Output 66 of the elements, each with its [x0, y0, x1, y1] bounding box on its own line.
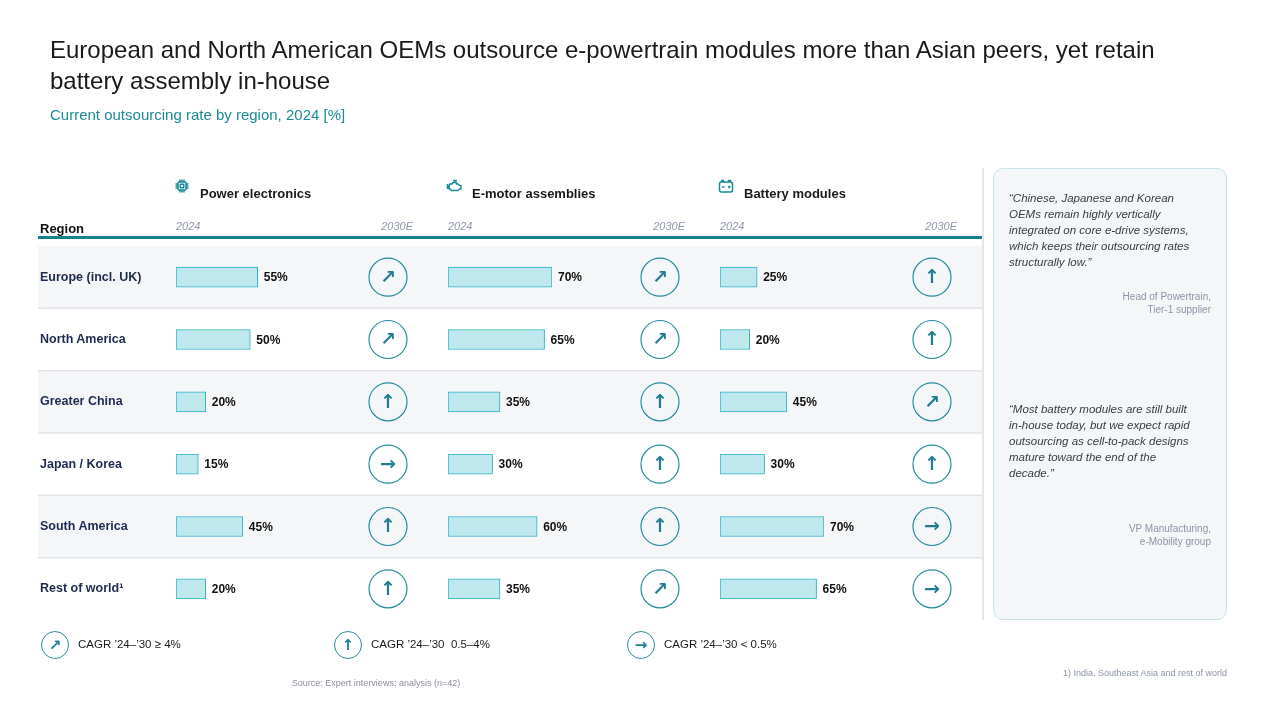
text: CAGR ’24–’30 ≥ 4%: [78, 638, 181, 650]
text: ↗: [652, 327, 668, 350]
text: ↑: [652, 514, 668, 537]
data-label: 65%: [550, 332, 575, 347]
text: ↗: [41, 631, 69, 659]
text: 2030E: [653, 220, 685, 232]
text: CAGR ’24–’30 < 0.5%: [664, 638, 777, 650]
text: European and North American OEMs outsource e-powertrain modules more than Asian peers, yet retain battery assembly in-house: [50, 35, 1156, 96]
data-label: 30%: [498, 457, 523, 472]
text: →: [627, 631, 655, 659]
y-tick-label: North America: [40, 331, 127, 346]
text: VP Manufacturing, e-Mobility group: [1127, 522, 1211, 548]
text: →: [924, 576, 940, 599]
text: ↑: [380, 576, 396, 599]
data-label: 20%: [211, 582, 237, 597]
source-note: Source: Expert interviews; analysis (n=42): [291, 678, 461, 688]
text: 2030E: [925, 220, 957, 232]
data-label: 70%: [558, 270, 583, 285]
text: →: [380, 452, 396, 475]
y-tick-label: South America: [40, 518, 129, 533]
data-label: 45%: [248, 519, 274, 534]
data-label: 20%: [211, 395, 237, 410]
y-axis-title: Region: [40, 221, 85, 236]
text: CAGR ’24–’30 0.5–4%: [371, 638, 490, 650]
text: 2024: [176, 220, 201, 232]
text: ↑: [380, 389, 396, 412]
text: ↑: [924, 327, 940, 350]
data-label: 60%: [543, 519, 568, 534]
text: 2024: [448, 220, 473, 232]
text: ↗: [380, 265, 396, 288]
text: ↗: [924, 389, 940, 412]
text: “Most battery modules are still built in-house today, but we expect rapid outsourcing as cell-to-pack designs mature toward the end of the decade.”: [1009, 402, 1191, 481]
text: ↗: [652, 576, 668, 599]
data-label: 25%: [763, 270, 788, 285]
text: ↑: [380, 514, 396, 537]
y-tick-label: Greater China: [40, 394, 124, 409]
text: ↑: [924, 452, 940, 475]
chart-title: Power electronics: [200, 186, 312, 201]
chart-title: Battery modules: [744, 186, 846, 201]
text: 2030E: [381, 220, 413, 232]
text: ↑: [334, 631, 362, 659]
y-tick-label: Rest of world¹: [40, 581, 124, 596]
data-label: 15%: [204, 457, 229, 472]
data-label: 35%: [506, 395, 531, 410]
text: ↗: [652, 265, 668, 288]
text: ↑: [652, 389, 668, 412]
text: 2024: [720, 220, 745, 232]
y-tick-label: Japan / Korea: [40, 456, 124, 471]
text: ↑: [652, 452, 668, 475]
data-label: 55%: [263, 270, 289, 285]
data-label: 35%: [506, 582, 531, 597]
data-label: 65%: [822, 582, 847, 597]
chart-title: E-motor assemblies: [472, 186, 596, 201]
data-label: 50%: [256, 332, 281, 347]
text: ↑: [924, 265, 940, 288]
text: →: [924, 514, 940, 537]
text: “Chinese, Japanese and Korean OEMs remain highly vertically integrated on core e-drive systems, which keeps their outsourcing rates structurally low.”: [1009, 191, 1191, 270]
data-label: 70%: [830, 519, 855, 534]
y-tick-label: Europe (incl. UK): [40, 269, 142, 284]
text: Current outsourcing rate by region, 2024 [%]: [50, 106, 346, 123]
text: 1) India, Southeast Asia and rest of world: [1062, 668, 1227, 678]
text: ↗: [380, 327, 396, 350]
data-label: 45%: [792, 395, 818, 410]
data-label: 30%: [770, 457, 795, 472]
data-label: 20%: [755, 332, 781, 347]
text: Head of Powertrain, Tier-1 supplier: [1121, 290, 1211, 316]
